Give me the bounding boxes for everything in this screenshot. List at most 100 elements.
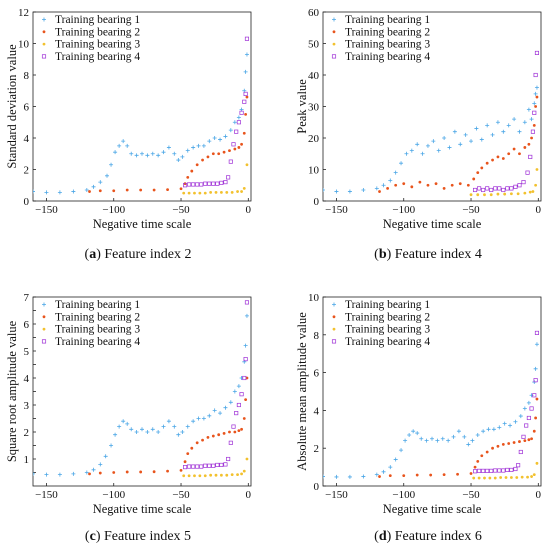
data-point (483, 193, 486, 197)
data-point (166, 469, 169, 473)
y-tick-label: 6 (24, 102, 30, 114)
data-point (495, 120, 500, 125)
data-point (243, 343, 248, 348)
data-point (489, 187, 494, 193)
y-axis-label: Square root amplitude value (5, 320, 19, 462)
series-2 (88, 95, 249, 193)
series-4 (473, 330, 540, 474)
data-point (485, 123, 490, 128)
data-point (501, 443, 505, 446)
data-point (489, 193, 493, 197)
data-point (228, 128, 233, 133)
data-point (501, 129, 506, 134)
data-point (228, 159, 233, 164)
data-point (530, 129, 535, 134)
data-point (88, 190, 91, 193)
data-point (121, 139, 126, 144)
data-point (485, 450, 489, 454)
data-point (532, 393, 537, 398)
data-point (474, 126, 479, 131)
data-point (225, 190, 229, 194)
data-point (529, 117, 534, 122)
x-axis-label: Negative time scale (93, 217, 192, 231)
data-point (191, 464, 196, 469)
y-tick-label: 6 (24, 319, 30, 331)
data-point (388, 474, 392, 478)
data-point (195, 182, 200, 187)
data-point (176, 432, 181, 437)
chart-panel: −150 −100 −50 0 0 10 20 30 40 50 60 Negative time s… (295, 7, 542, 262)
data-point (57, 472, 62, 477)
data-point (374, 186, 379, 191)
data-point (509, 467, 514, 472)
data-point (481, 429, 486, 434)
chart-panel: −150 −100 −50 0 0 2 4 6 8 10 12 Negative time scale… (5, 7, 252, 262)
data-point (480, 454, 484, 458)
y-tick-label: 0 (314, 196, 320, 208)
data-point (201, 416, 206, 421)
data-point (183, 465, 188, 470)
data-point (211, 434, 215, 438)
series-3 (472, 461, 539, 480)
legend-marker (42, 315, 46, 319)
legend-label: Training bearing 3 (345, 39, 430, 51)
data-point (112, 471, 116, 474)
data-point (113, 432, 118, 437)
data-point (187, 464, 192, 469)
data-point (486, 427, 491, 432)
data-point (526, 475, 529, 479)
data-point (230, 473, 234, 477)
data-point (244, 313, 249, 318)
data-point (172, 424, 177, 429)
data-point (112, 189, 116, 193)
data-point (517, 129, 522, 134)
data-point (347, 474, 352, 479)
x-tick-label: −150 (35, 489, 58, 501)
data-point (145, 430, 150, 434)
data-point (480, 166, 484, 170)
data-point (198, 474, 202, 478)
data-point (226, 456, 231, 462)
data-point (516, 192, 520, 196)
y-tick-label: 10 (18, 39, 30, 51)
data-point (447, 145, 452, 150)
data-point (512, 441, 516, 444)
data-point (501, 187, 506, 193)
data-point (244, 300, 250, 305)
x-tick-label: 0 (536, 204, 542, 216)
data-point (244, 398, 248, 401)
data-point (214, 190, 218, 194)
data-point (140, 427, 144, 432)
y-tick-label: 2 (24, 165, 30, 177)
data-point (140, 151, 144, 156)
data-point (223, 405, 228, 410)
data-point (485, 468, 490, 473)
data-point (513, 466, 518, 472)
data-point (98, 471, 102, 475)
data-point (139, 188, 143, 192)
data-point (532, 124, 536, 127)
x-tick-label: −150 (325, 489, 348, 501)
data-point (393, 170, 398, 175)
data-point (452, 129, 457, 134)
data-point (520, 475, 524, 479)
data-point (505, 467, 510, 472)
data-point (456, 472, 459, 476)
data-point (347, 189, 352, 194)
data-point (152, 470, 156, 474)
data-point (156, 430, 161, 434)
data-point (475, 432, 480, 437)
data-point (442, 473, 446, 477)
data-point (125, 421, 130, 426)
legend-marker (331, 54, 337, 59)
data-point (533, 91, 538, 96)
data-point (207, 413, 212, 418)
data-point (206, 155, 210, 159)
data-point (91, 184, 96, 189)
data-point (361, 187, 366, 192)
data-point (179, 187, 183, 191)
data-point (214, 473, 218, 477)
x-tick-label: −100 (392, 489, 415, 501)
